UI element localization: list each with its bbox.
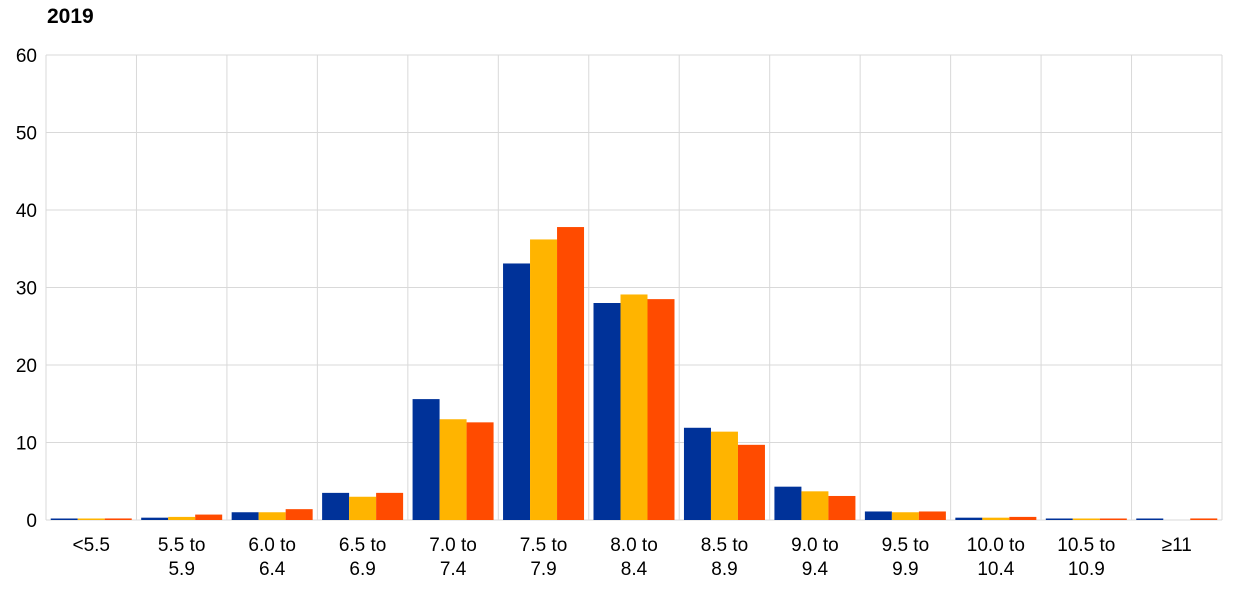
bar-series-3 bbox=[1009, 516, 1037, 520]
y-tick-label: 40 bbox=[16, 201, 37, 222]
bar-series-3 bbox=[195, 514, 223, 520]
bar-series-3 bbox=[1190, 518, 1218, 520]
bar-series-2 bbox=[530, 239, 558, 520]
bar-series-2 bbox=[891, 512, 919, 520]
bars-layer bbox=[50, 227, 1218, 521]
y-tick-label: 0 bbox=[26, 511, 37, 532]
bar-series-3 bbox=[466, 422, 494, 520]
bar-series-1 bbox=[231, 512, 259, 520]
x-tick-label: 7.5 to 7.9 bbox=[520, 535, 568, 580]
bar-series-2 bbox=[710, 431, 738, 520]
x-axis-ticks: <5.5 5.5 to 5.9 6.0 to 6.4 6.5 to 6.9 7.0 to 7.4… bbox=[72, 535, 1191, 580]
bar-series-1 bbox=[864, 511, 892, 520]
x-tick-label: 10.5 to 10.9 bbox=[1057, 535, 1115, 580]
bar-series-1 bbox=[322, 492, 350, 520]
x-tick-label: 8.0 to 8.4 bbox=[610, 535, 658, 580]
bar-series-3 bbox=[918, 511, 946, 520]
bar-series-2 bbox=[168, 516, 196, 520]
y-axis-ticks: 0 10 20 30 40 50 60 bbox=[16, 46, 37, 532]
bar-series-1 bbox=[683, 427, 711, 520]
x-tick-label: <5.5 bbox=[72, 535, 110, 556]
bar-series-3 bbox=[557, 227, 585, 521]
bar-series-1 bbox=[412, 399, 440, 520]
x-tick-label: 6.0 to 6.4 bbox=[248, 535, 296, 580]
bar-series-1 bbox=[955, 517, 983, 520]
bar-series-1 bbox=[1045, 518, 1073, 520]
x-tick-label: 10.0 to 10.4 bbox=[967, 535, 1025, 580]
bar-series-1 bbox=[503, 263, 531, 520]
bar-series-2 bbox=[77, 518, 105, 520]
x-tick-label: 5.5 to 5.9 bbox=[158, 535, 206, 580]
x-tick-label: 9.0 to 9.4 bbox=[791, 535, 839, 580]
x-tick-label: 7.0 to 7.4 bbox=[429, 535, 477, 580]
bar-series-2 bbox=[982, 517, 1010, 520]
bar-series-3 bbox=[1099, 518, 1127, 520]
x-tick-label: 9.5 to 9.9 bbox=[882, 535, 930, 580]
y-tick-label: 30 bbox=[16, 279, 37, 300]
bar-series-3 bbox=[104, 518, 132, 520]
x-tick-label: 6.5 to 6.9 bbox=[339, 535, 387, 580]
bar-series-2 bbox=[349, 496, 377, 520]
x-tick-label: 8.5 to 8.9 bbox=[701, 535, 749, 580]
bar-series-1 bbox=[593, 303, 621, 520]
x-tick-label: ≥11 bbox=[1162, 535, 1192, 556]
bar-series-1 bbox=[141, 517, 169, 520]
bar-series-1 bbox=[50, 518, 78, 520]
bar-series-3 bbox=[285, 509, 313, 520]
y-tick-label: 50 bbox=[16, 124, 37, 145]
bar-series-3 bbox=[647, 299, 675, 520]
bar-series-1 bbox=[774, 486, 802, 520]
bar-series-2 bbox=[258, 512, 286, 520]
y-tick-label: 10 bbox=[16, 434, 37, 455]
chart-title: 2019 bbox=[47, 5, 94, 28]
y-tick-label: 20 bbox=[16, 356, 37, 377]
grid-layer bbox=[45, 54, 1223, 521]
y-tick-label: 60 bbox=[16, 46, 37, 67]
bar-series-3 bbox=[376, 492, 404, 520]
bar-series-2 bbox=[620, 294, 648, 520]
bar-series-3 bbox=[737, 444, 765, 520]
bar-series-2 bbox=[801, 491, 829, 520]
bar-series-3 bbox=[828, 495, 856, 520]
bar-series-2 bbox=[1072, 518, 1100, 520]
bar-series-2 bbox=[439, 419, 467, 520]
bar-series-1 bbox=[1136, 518, 1164, 520]
